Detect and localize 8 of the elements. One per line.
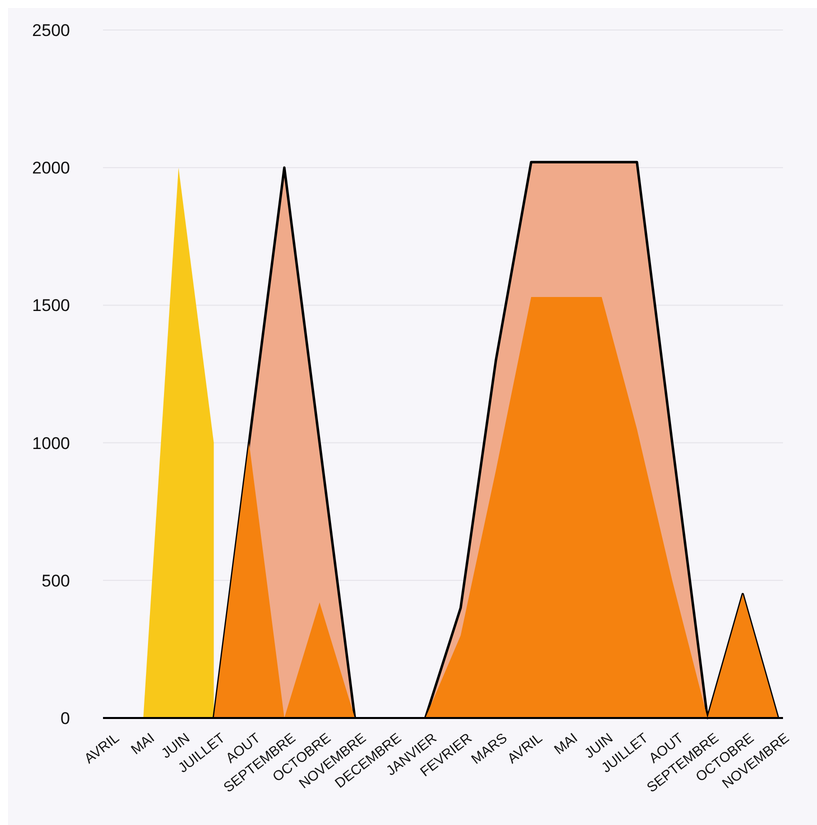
y-tick-label: 2500 (32, 20, 70, 40)
x-tick-label: MAI (128, 729, 158, 758)
y-tick-label: 500 (42, 571, 70, 590)
y-tick-label: 1500 (32, 296, 70, 316)
x-tick-label: MAI (550, 729, 580, 758)
y-tick-label: 0 (60, 708, 70, 728)
y-tick-label: 1000 (32, 434, 70, 453)
y-tick-label: 2000 (32, 158, 70, 178)
